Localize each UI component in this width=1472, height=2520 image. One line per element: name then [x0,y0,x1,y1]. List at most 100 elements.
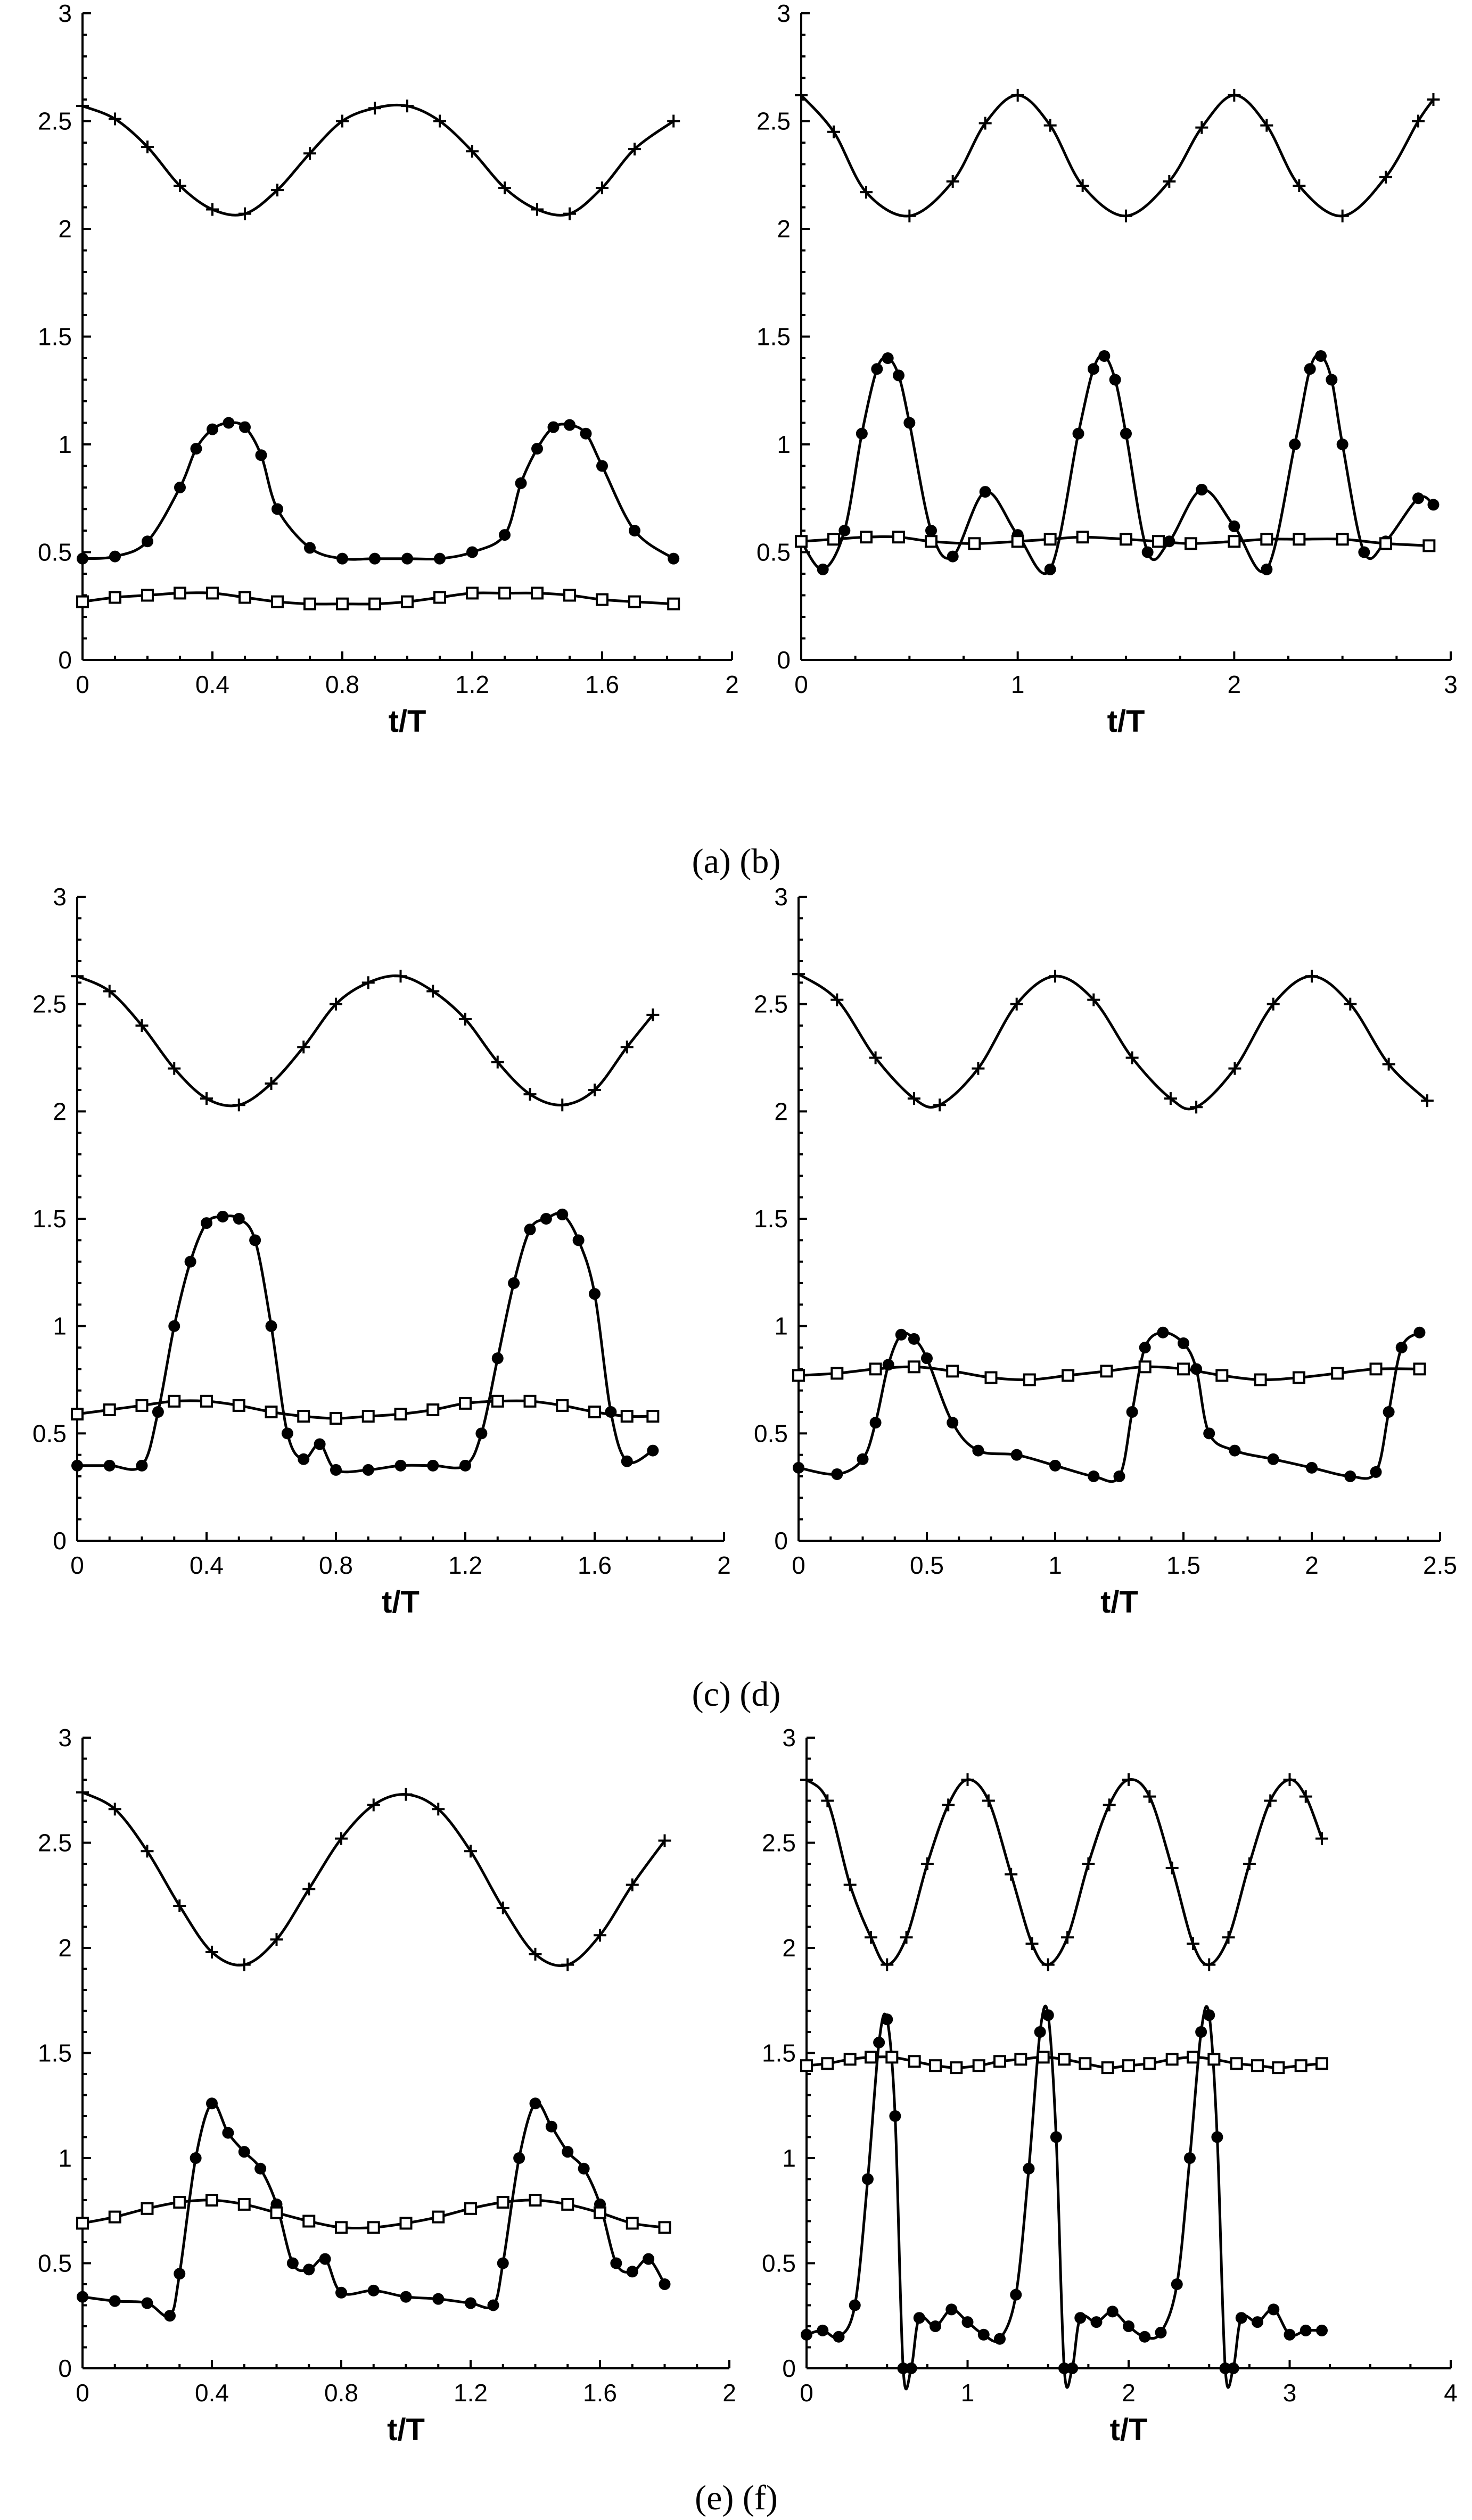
data-point-dot [572,1234,585,1246]
data-point-plus [1103,1798,1116,1812]
data-point-plus [827,125,840,138]
y-tick-label: 2 [58,1934,72,1962]
data-point-plus [1049,970,1062,983]
data-point-square [200,1394,213,1408]
data-point-dot [304,542,316,554]
data-point-plus [1041,1958,1055,1971]
data-point-plus [594,1929,606,1942]
data-point-square [1294,2059,1307,2072]
data-point-dot [838,525,851,536]
data-point-square [827,533,840,546]
x-tick-label: 1 [1048,1551,1062,1579]
data-point-plus [658,1834,671,1847]
data-point-square [109,591,121,604]
data-point-dot [869,1417,882,1429]
data-point-dot [621,1455,633,1467]
data-point-plus [1344,997,1357,1011]
data-point-dot [994,2333,1006,2345]
data-point-plus [336,114,349,128]
y-tick-label: 0 [58,646,72,674]
data-point-plus [1315,1832,1328,1845]
data-point-dot [1427,499,1440,511]
data-point-plus [903,209,916,222]
y-tick-label: 3 [774,883,788,911]
data-point-dot [540,1213,552,1225]
data-point-dot [508,1277,520,1289]
data-point-dot [873,2036,885,2048]
data-point-dot [207,423,218,435]
data-point-dot [1358,546,1370,558]
data-point-dot [394,1459,407,1472]
data-point-square [361,1410,375,1423]
data-point-square [297,1410,310,1423]
data-point-plus [860,186,873,199]
data-point-plus [401,100,414,113]
data-point-dot [1261,563,1273,575]
data-point-dot [945,2303,958,2316]
caption-cd: (c) (d) [692,1675,781,1714]
data-point-square [667,597,680,610]
x-axis-label: t/T [387,2412,425,2447]
data-point-square [800,2059,813,2072]
data-point-dot [629,525,640,536]
y-tick-label: 0 [58,2354,72,2382]
data-point-square [908,2055,921,2068]
data-point-dot [1088,363,1099,375]
y-tick-label: 3 [782,1724,796,1751]
data-point-dot [254,2162,267,2175]
data-point-plus [588,1084,601,1096]
data-point-square [860,531,873,544]
data-point-dot [817,2324,829,2336]
data-point-dot [659,2278,671,2290]
data-point-dot [1034,2026,1046,2038]
data-point-dot [164,2310,176,2322]
data-point-square [302,2215,316,2228]
data-point-square [1023,1373,1036,1386]
y-tick-label: 2.5 [38,108,72,135]
x-tick-label: 0.8 [319,1551,353,1579]
caption-ab: (a) (b) [692,842,781,881]
data-point-square [1331,1367,1344,1380]
data-point-dot [136,1459,148,1472]
data-point-square [529,2194,542,2207]
y-tick-label: 2 [777,215,791,243]
data-point-square [1101,2061,1114,2075]
data-point-dot [1050,2131,1062,2143]
data-point-dot [1106,2306,1119,2318]
data-point-dot [589,1288,601,1300]
x-tick-label: 3 [1283,2379,1297,2407]
data-point-dot [925,525,937,536]
data-point-square [1100,1365,1113,1378]
y-tick-label: 0 [782,2354,796,2382]
data-point-square [1422,539,1436,552]
data-point-dot [206,2097,218,2110]
data-point-dot [1010,1449,1023,1461]
x-tick-label: 2 [1228,671,1241,698]
data-point-plus [881,1958,894,1971]
series-line-dot [77,1212,654,1474]
data-point-plus [367,1798,380,1812]
y-tick-label: 3 [58,1724,72,1751]
y-tick-label: 3 [58,0,72,27]
chart-e: 0 0.5 1 1.5 2 2.5 3 0 0.4 0.8 1.2 1.6 2 t/T [38,1724,736,2447]
data-point-dot [1413,1326,1426,1339]
y-tick-label: 1.5 [38,323,72,351]
y-tick-label: 2.5 [754,990,788,1018]
data-point-square [168,1394,181,1408]
data-point-dot [564,419,575,431]
data-point-square [1379,537,1392,550]
data-point-dot [1289,439,1301,450]
data-point-dot [610,2257,622,2269]
data-point-dot [1268,2303,1280,2316]
data-point-square [1260,533,1273,546]
data-point-square [466,586,479,600]
data-point-square [646,1410,660,1423]
y-tick-label: 2.5 [762,1829,796,1857]
x-tick-label: 0.4 [195,671,229,698]
data-point-square [459,1397,472,1410]
x-tick-label: 0.4 [190,1551,224,1579]
data-point-dot [545,2120,557,2133]
y-tick-label: 1 [774,1312,788,1340]
data-point-dot [1042,2009,1054,2021]
data-point-plus [972,1062,985,1075]
